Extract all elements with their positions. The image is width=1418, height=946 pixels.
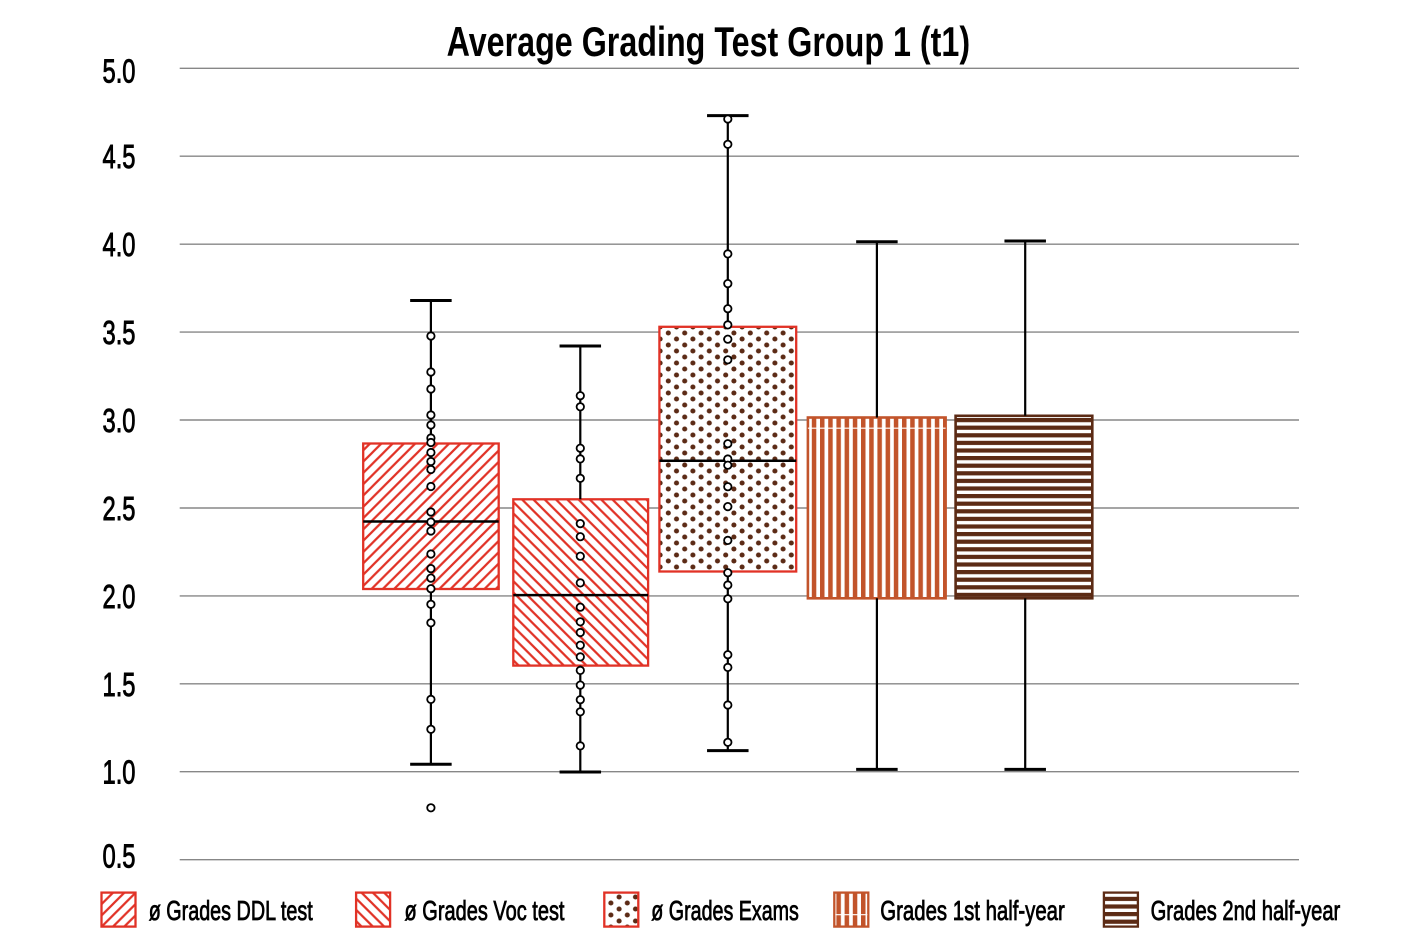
svg-text:ø Grades Voc test: ø Grades Voc test	[405, 895, 565, 926]
svg-text:Average Grading Test Group 1 (: Average Grading Test Group 1 (t1)	[447, 18, 971, 65]
svg-text:4.5: 4.5	[103, 138, 136, 175]
svg-text:ø Grades Exams: ø Grades Exams	[651, 895, 799, 926]
svg-text:5.0: 5.0	[103, 53, 136, 90]
svg-text:4.0: 4.0	[103, 226, 136, 263]
svg-text:2.0: 2.0	[103, 578, 136, 615]
svg-text:Grades 2nd half-year: Grades 2nd half-year	[1151, 895, 1341, 926]
svg-text:1.5: 1.5	[103, 666, 136, 703]
svg-text:Grades 1st half-year: Grades 1st half-year	[880, 895, 1065, 926]
svg-text:3.5: 3.5	[103, 314, 136, 351]
svg-text:2.5: 2.5	[103, 490, 136, 527]
svg-text:0.5: 0.5	[103, 837, 136, 874]
svg-text:3.0: 3.0	[103, 402, 136, 439]
svg-text:1.0: 1.0	[103, 754, 136, 791]
svg-text:ø Grades DDL test: ø Grades DDL test	[149, 895, 313, 926]
